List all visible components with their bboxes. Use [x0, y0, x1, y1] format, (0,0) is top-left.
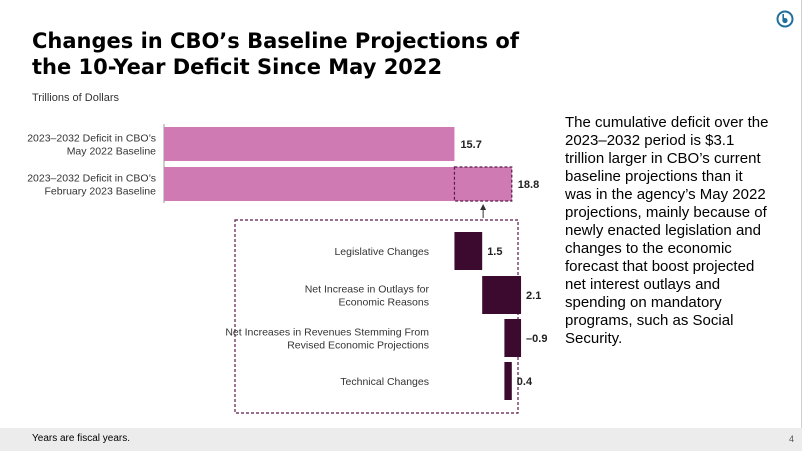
change-label: Legislative Changes [334, 246, 429, 258]
change-label: Net Increases in Revenues Stemming From R… [225, 327, 429, 352]
baseline-value-label: 15.7 [460, 139, 481, 151]
change-label-line: Net Increase in Outlays for [305, 284, 430, 296]
baseline-label-line: May 2022 Baseline [67, 146, 156, 158]
change-label: Technical Changes [340, 376, 429, 388]
change-label-line: Revised Economic Projections [287, 340, 429, 352]
changes-dashed-box [234, 219, 519, 414]
slide-title: Changes in CBO’s Baseline Projections of… [32, 29, 519, 79]
footnote: Years are fiscal years. [32, 433, 131, 444]
summary-text: The cumulative deficit over the 2023–203… [565, 114, 769, 347]
baseline-label-line: 2023–2032 Deficit in CBO’s [27, 133, 156, 145]
change-label-line: Legislative Changes [334, 246, 429, 258]
baseline-bar [164, 167, 455, 201]
change-bar [504, 362, 512, 400]
baseline-label: 2023–2032 Deficit in CBO’s May 2022 Basel… [27, 133, 156, 158]
deficit-change-chart: 2023–2032 Deficit in CBO’s May 2022 Basel… [27, 124, 547, 414]
page-number: 4 [788, 434, 794, 444]
axis-unit-label: Trillions of Dollars [32, 92, 120, 104]
baseline-increase-segment [454, 167, 512, 201]
baseline-label-line: 2023–2032 Deficit in CBO’s [27, 173, 156, 185]
change-label-line: Economic Reasons [339, 297, 429, 309]
baseline-label: 2023–2032 Deficit in CBO’s February 2023 … [27, 173, 156, 198]
footer-bar: Years are fiscal years. 4 [0, 428, 802, 451]
connector-arrow-head [480, 204, 487, 210]
baseline-bar [164, 127, 455, 161]
change-label-line: Technical Changes [340, 376, 429, 388]
baseline-label-line: February 2023 Baseline [45, 186, 157, 198]
change-bar [482, 276, 522, 314]
baseline-value-label: 18.8 [518, 179, 539, 191]
change-bar [504, 319, 522, 357]
cbo-logo-icon [776, 10, 794, 28]
change-value-label: –0.9 [526, 333, 547, 345]
change-bar [454, 232, 483, 270]
change-value-label: 1.5 [487, 246, 502, 258]
change-label: Net Increase in Outlays for Economic Reas… [305, 284, 430, 309]
change-label-line: Net Increases in Revenues Stemming From [225, 327, 429, 339]
change-value-label: 2.1 [526, 290, 541, 302]
increase-dashed-outline [453, 166, 513, 202]
change-value-label: 0.4 [517, 376, 533, 388]
